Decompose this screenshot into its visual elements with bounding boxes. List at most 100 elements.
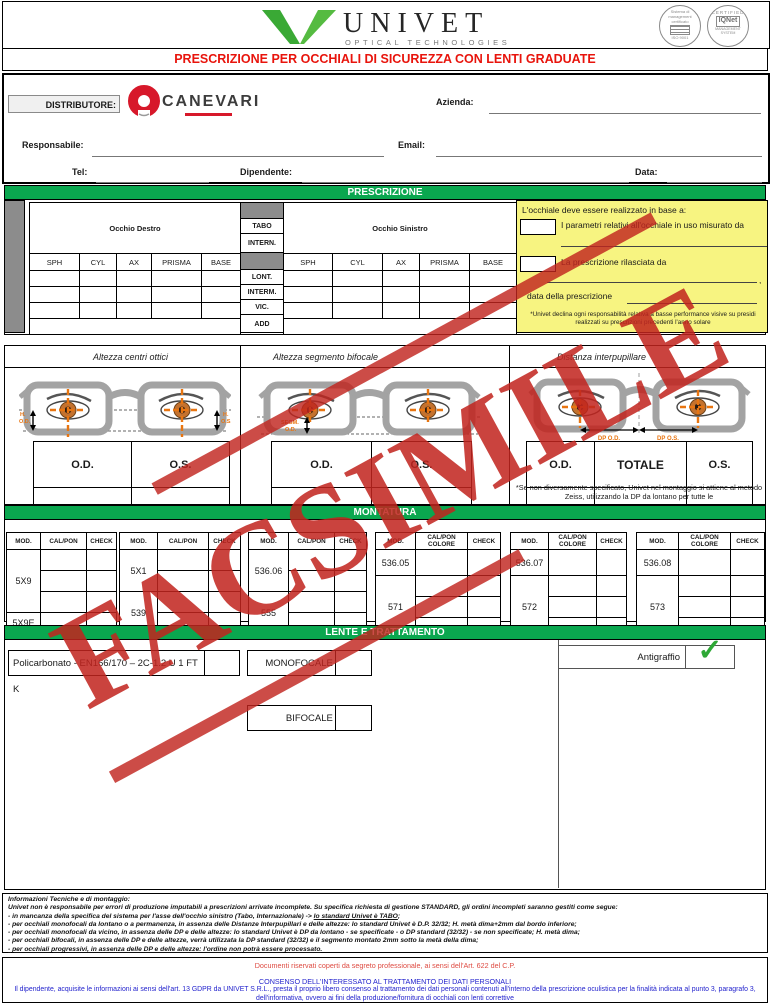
calpon-colore-header: CAL/PON COLORE: [548, 532, 597, 550]
check-icon: ✓: [697, 634, 723, 667]
params-checkbox[interactable]: [520, 219, 556, 235]
diagram-divider: [509, 346, 510, 504]
calpon-cell[interactable]: [415, 549, 468, 576]
col-header: BASE: [468, 253, 518, 271]
rx-cell[interactable]: [283, 270, 333, 287]
rx-cell[interactable]: [382, 286, 420, 303]
diagram-divider: [240, 346, 241, 504]
rx-cell[interactable]: [79, 302, 117, 319]
axis-gray-cell: [240, 202, 284, 219]
check-cell[interactable]: [596, 596, 627, 618]
email-input-line[interactable]: [436, 155, 762, 157]
right-eye-header: Occhio Destro: [29, 202, 241, 254]
measured-by-input-line[interactable]: [561, 245, 767, 247]
glasses-distanza-interpupillare-icon: DP O.D. DP O.S.: [528, 373, 751, 442]
distributor-section: DISTRIBUTORE: CANEVARI Azienda: Responsa…: [2, 73, 770, 184]
rx-cell[interactable]: [116, 286, 152, 303]
axis-intern[interactable]: INTERN.: [240, 233, 284, 253]
tech-info-box: Informazioni Tecniche e di montaggio: Un…: [2, 893, 768, 953]
responsabile-input-line[interactable]: [92, 155, 384, 157]
check-cell[interactable]: [334, 549, 367, 571]
rx-cell[interactable]: [332, 270, 383, 287]
calpon-cell[interactable]: [157, 591, 209, 613]
consent-body-1: Il dipendente, acquisite le informazioni…: [14, 986, 756, 993]
col-header: PRISMA: [151, 253, 202, 271]
bifocale-checkbox[interactable]: [334, 706, 371, 730]
check-cell[interactable]: [596, 575, 627, 597]
antigraffio-label: Antigraffio: [637, 652, 680, 663]
rx-cell[interactable]: [332, 302, 383, 319]
rx-cell[interactable]: [151, 286, 202, 303]
rx-cell[interactable]: [29, 270, 80, 287]
row-lont: LONT.: [240, 269, 284, 285]
rx-cell[interactable]: [201, 270, 241, 287]
frame-model: 536.06: [248, 549, 289, 592]
rx-cell[interactable]: [283, 286, 333, 303]
calpon-cell[interactable]: [157, 549, 209, 571]
cert-stamp-iso-icon: Sistema di management certificato ISO 90…: [659, 5, 701, 47]
rx-cell[interactable]: [419, 270, 470, 287]
check-cell[interactable]: [730, 549, 765, 576]
canevari-underline: [185, 113, 232, 116]
rx-cell[interactable]: [151, 270, 202, 287]
rx-cell[interactable]: [116, 302, 152, 319]
check-cell[interactable]: [467, 596, 501, 618]
calpon-cell[interactable]: [548, 549, 597, 576]
prescription-date-input-line[interactable]: [627, 302, 757, 304]
tech-line-4: - per occhiali bifocali, in assenza dell…: [8, 937, 479, 945]
rx-cell[interactable]: [382, 270, 420, 287]
check-header: CHECK: [730, 532, 765, 550]
mod-header: MOD.: [636, 532, 679, 550]
check-cell[interactable]: [730, 575, 765, 597]
rx-cell[interactable]: [151, 302, 202, 319]
col-header: PRISMA: [419, 253, 470, 271]
check-cell[interactable]: [730, 596, 765, 618]
dipendente-input-line[interactable]: [302, 181, 629, 183]
check-cell[interactable]: [596, 549, 627, 576]
cert1-top-text: Sistema di management certificato: [668, 9, 692, 24]
rx-cell[interactable]: [79, 270, 117, 287]
calpon-cell[interactable]: [548, 575, 597, 597]
calpon-cell[interactable]: [678, 575, 731, 597]
calpon-cell[interactable]: [678, 549, 731, 576]
antigraffio-checkbox[interactable]: ✓: [684, 636, 734, 668]
rx-cell[interactable]: [79, 286, 117, 303]
bifocale-box: BIFOCALE: [247, 705, 372, 731]
calpon-cell[interactable]: [678, 596, 731, 618]
check-cell[interactable]: [334, 570, 367, 592]
tel-label: Tel:: [72, 167, 88, 177]
calpon-cell[interactable]: [157, 570, 209, 592]
tel-input-line[interactable]: [96, 181, 209, 183]
rx-cell[interactable]: [116, 270, 152, 287]
azienda-input-line[interactable]: [489, 112, 761, 114]
brand-tagline: OPTICAL TECHNOLOGIES: [345, 38, 511, 47]
tech-line-3: - per occhiali monofocali da vicino, in …: [8, 929, 580, 937]
check-cell[interactable]: [208, 549, 241, 571]
consent-box: Documenti riservati coperti da segreto p…: [2, 957, 768, 1003]
rx-cell[interactable]: [468, 270, 518, 287]
rx-cell[interactable]: [419, 286, 470, 303]
issued-by-input-line[interactable]: [547, 281, 757, 283]
material-checkbox[interactable]: [203, 651, 239, 675]
rx-cell[interactable]: [382, 302, 420, 319]
calpon-cell[interactable]: [548, 596, 597, 618]
data-input-line[interactable]: [667, 181, 762, 183]
professional-secret-note: Documenti riservati coperti da segreto p…: [254, 961, 516, 970]
rx-cell[interactable]: [29, 302, 80, 319]
rx-cell[interactable]: [201, 302, 241, 319]
header: UNIVET OPTICAL TECHNOLOGIES Sistema di m…: [2, 1, 770, 49]
check-cell[interactable]: [208, 591, 241, 613]
rx-cell[interactable]: [283, 302, 333, 319]
centri-ottici-table: O.D. O.S.: [33, 441, 230, 512]
col-header: AX: [116, 253, 152, 271]
rx-cell[interactable]: [201, 286, 241, 303]
right-eye-table: Occhio Destro SPH CYL AX PRISMA BASE: [29, 202, 241, 335]
rx-cell[interactable]: [29, 318, 241, 335]
tech-line-1: - in mancanza della specifica del sistem…: [8, 913, 762, 921]
rx-cell[interactable]: [332, 286, 383, 303]
cert-stamp-iqnet-icon: CERTIFIED IQNet MANAGEMENT SYSTEM: [707, 5, 749, 47]
row-add: ADD: [240, 314, 284, 333]
rx-cell[interactable]: [29, 286, 80, 303]
note-comma: ,: [759, 275, 762, 285]
axis-tabo[interactable]: TABO: [240, 218, 284, 234]
